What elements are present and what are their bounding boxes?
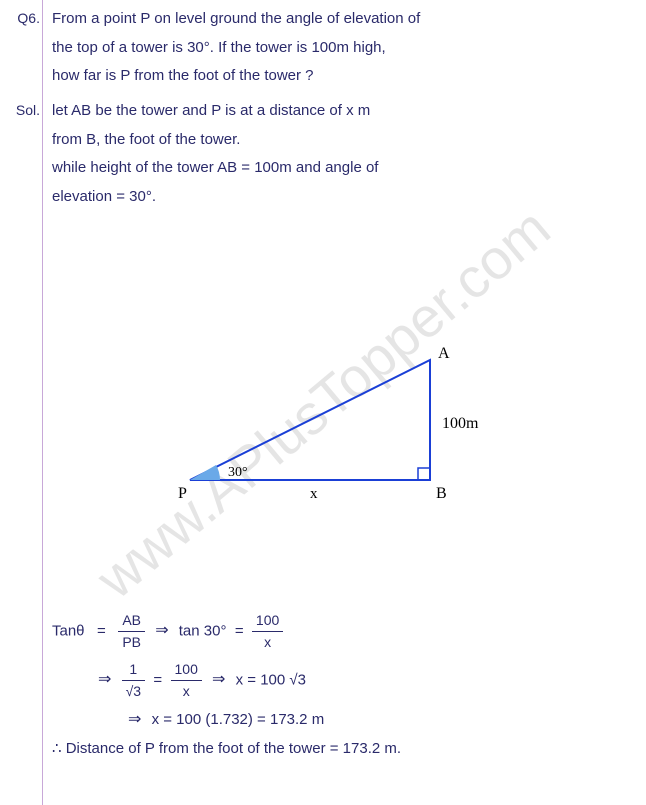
question-line-2: the top of a tower is 30°. If the tower … xyxy=(52,37,636,60)
solution-intro: let AB be the tower and P is at a distan… xyxy=(52,100,636,214)
frac-100-x-a: 100 x xyxy=(252,610,283,653)
vertex-a: A xyxy=(438,345,450,362)
frac-num-1: 1 xyxy=(122,659,145,681)
margin-line xyxy=(42,0,43,805)
height-100m: 100m xyxy=(442,415,479,432)
frac-1-root3: 1 √3 xyxy=(122,659,145,702)
triangle-shape xyxy=(190,360,430,480)
triangle-svg: A B P 30° x 100m xyxy=(150,300,510,530)
frac-den-xa: x xyxy=(252,632,283,653)
tan30-text: tan 30° xyxy=(179,622,227,639)
imply-icon-2: ⇒ xyxy=(92,671,117,688)
calc-line-3: ⇒ x = 100 (1.732) = 173.2 m xyxy=(52,708,636,732)
frac-den-root3: √3 xyxy=(122,681,145,702)
frac-num-ab: AB xyxy=(118,610,145,632)
question-text: From a point P on level ground the angle… xyxy=(52,8,636,94)
frac-den-pb: PB xyxy=(118,632,145,653)
final-answer: ∴ Distance of P from the foot of the tow… xyxy=(52,738,636,761)
frac-den-xb: x xyxy=(171,681,202,702)
question-label: Q6. xyxy=(4,10,40,26)
vertex-b: B xyxy=(436,485,447,502)
frac-num-100a: 100 xyxy=(252,610,283,632)
equals-3: = xyxy=(153,671,162,688)
imply-icon-3: ⇒ xyxy=(206,671,231,688)
question-line-3: how far is P from the foot of the tower … xyxy=(52,65,636,88)
triangle-diagram: A B P 30° x 100m xyxy=(150,300,510,530)
tan-theta: Tanθ xyxy=(52,622,85,639)
solution-label: Sol. xyxy=(4,102,40,118)
angle-arc xyxy=(190,465,220,480)
x-eq-100root3: x = 100 √3 xyxy=(236,671,306,688)
solution-line-1: let AB be the tower and P is at a distan… xyxy=(52,100,636,123)
calc-line-2: ⇒ 1 √3 = 100 x ⇒ x = 100 √3 xyxy=(52,659,636,702)
solution-line-3: while height of the tower AB = 100m and … xyxy=(52,157,636,180)
question-line-1: From a point P on level ground the angle… xyxy=(52,8,636,31)
solution-line-2: from B, the foot of the tower. xyxy=(52,129,636,152)
imply-icon: ⇒ xyxy=(149,622,174,639)
equals-1: = xyxy=(97,622,106,639)
angle-30: 30° xyxy=(228,465,248,480)
side-x: x xyxy=(310,486,318,502)
calc-line-1: Tanθ = AB PB ⇒ tan 30° = 100 x xyxy=(52,610,636,653)
calculation-block: Tanθ = AB PB ⇒ tan 30° = 100 x ⇒ 1 √3 = … xyxy=(52,610,636,767)
imply-icon-4: ⇒ xyxy=(122,711,147,728)
solution-line-4: elevation = 30°. xyxy=(52,186,636,209)
x-calc-value: x = 100 (1.732) = 173.2 m xyxy=(152,711,325,728)
frac-num-100b: 100 xyxy=(171,659,202,681)
equals-2: = xyxy=(235,622,244,639)
right-angle-box xyxy=(418,468,430,480)
frac-100-x-b: 100 x xyxy=(171,659,202,702)
frac-ab-pb: AB PB xyxy=(118,610,145,653)
vertex-p: P xyxy=(178,485,187,502)
